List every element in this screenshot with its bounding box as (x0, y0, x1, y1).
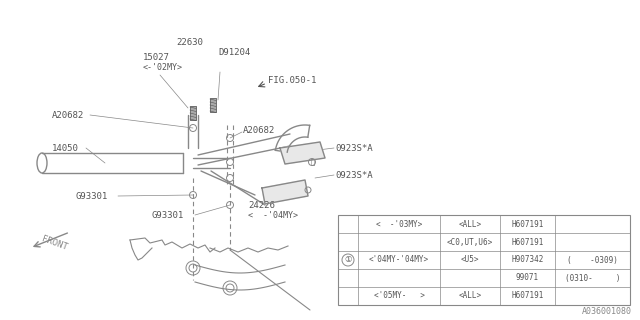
Bar (190, 106, 196, 120)
Text: <C0,UT,U6>: <C0,UT,U6> (447, 237, 493, 246)
Text: <ALL>: <ALL> (458, 220, 481, 228)
Text: 24226: 24226 (248, 201, 275, 210)
Text: (0310-     ): (0310- ) (564, 274, 620, 283)
Text: (    -0309): ( -0309) (567, 255, 618, 265)
Text: 15027: 15027 (143, 52, 170, 61)
Text: 0923S*A: 0923S*A (335, 171, 372, 180)
Text: 0923S*A: 0923S*A (335, 143, 372, 153)
Text: <ALL>: <ALL> (458, 292, 481, 300)
Text: <'04MY-'04MY>: <'04MY-'04MY> (369, 255, 429, 265)
Text: A036001080: A036001080 (582, 308, 632, 316)
Text: A20682: A20682 (52, 110, 84, 119)
Text: <  -'03MY>: < -'03MY> (376, 220, 422, 228)
Text: H607191: H607191 (511, 220, 544, 228)
Text: <  -'04MY>: < -'04MY> (248, 211, 298, 220)
Text: FIG.050-1: FIG.050-1 (268, 76, 316, 84)
Text: H607191: H607191 (511, 237, 544, 246)
Text: <'05MY-   >: <'05MY- > (374, 292, 424, 300)
Text: H907342: H907342 (511, 255, 544, 265)
Text: FRONT: FRONT (40, 234, 68, 252)
Text: 99071: 99071 (516, 274, 539, 283)
Text: D91204: D91204 (218, 47, 250, 57)
Text: A20682: A20682 (243, 125, 275, 134)
Polygon shape (262, 180, 308, 204)
Bar (190, 106, 196, 120)
Text: 22630: 22630 (176, 37, 203, 46)
Text: 14050: 14050 (52, 143, 79, 153)
Text: G93301: G93301 (152, 211, 184, 220)
Bar (338, 215, 630, 305)
Text: ①: ① (344, 255, 352, 265)
Text: <U5>: <U5> (461, 255, 479, 265)
Text: H607191: H607191 (511, 292, 544, 300)
Polygon shape (280, 142, 325, 164)
Text: ①: ① (311, 159, 315, 165)
Text: G93301: G93301 (75, 191, 108, 201)
Bar (210, 98, 216, 112)
Text: <-'02MY>: <-'02MY> (143, 62, 183, 71)
Bar (210, 98, 216, 112)
